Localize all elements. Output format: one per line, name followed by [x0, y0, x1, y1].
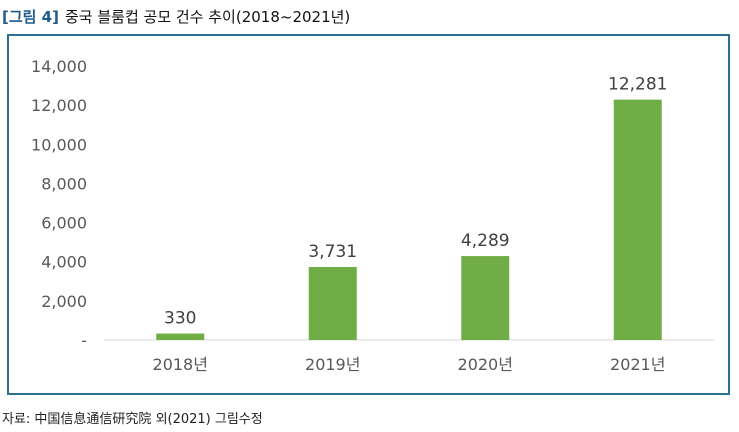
bar-2021년	[613, 99, 662, 340]
data-label: 4,289	[461, 231, 510, 251]
y-tick-label: 14,000	[31, 57, 87, 76]
x-category-label: 2020년	[458, 355, 513, 374]
y-tick-label: 2,000	[41, 292, 87, 311]
figure-caption: [그림 4] 중국 블룸컵 공모 건수 추이(2018~2021년)	[2, 6, 350, 28]
data-label: 3,731	[308, 242, 357, 262]
figure-title: 중국 블룸컵 공모 건수 추이(2018~2021년)	[64, 8, 351, 26]
bar-chart: - 2,000 4,000 6,000 8,000 10,000 12,000 14,000 3…	[31, 57, 714, 374]
data-label: 12,281	[608, 75, 667, 95]
y-tick-label: 12,000	[31, 96, 87, 115]
bar-2020년	[461, 256, 510, 340]
x-category-label: 2018년	[153, 355, 208, 374]
x-category-label: 2021년	[610, 355, 665, 374]
y-tick-label: 10,000	[31, 135, 87, 154]
y-tick-label: 8,000	[41, 174, 87, 193]
y-tick-label: -	[81, 331, 87, 350]
source-note: 자료: 中国信息通信研究院 외(2021) 그림수정	[2, 412, 263, 427]
x-category-label: 2019년	[305, 355, 360, 374]
data-label: 330	[164, 309, 196, 329]
y-tick-label: 4,000	[41, 253, 87, 272]
bar-2019년	[308, 266, 357, 340]
figure-number: [그림 4]	[2, 8, 59, 26]
bar-2018년	[156, 333, 205, 340]
chart-frame: - 2,000 4,000 6,000 8,000 10,000 12,000 14,000 3…	[7, 34, 730, 395]
y-tick-label: 6,000	[41, 214, 87, 233]
